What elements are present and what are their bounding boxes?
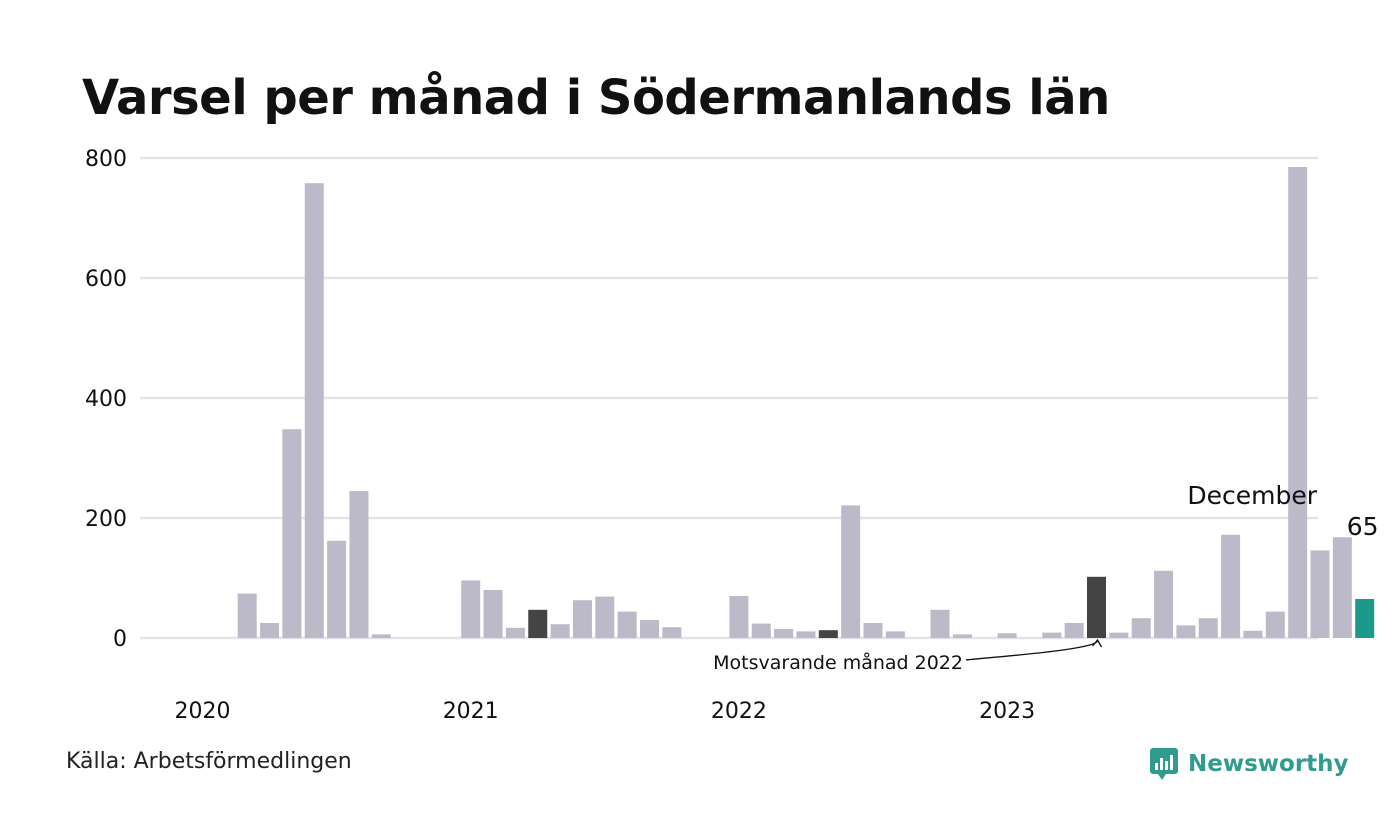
bar xyxy=(1221,534,1241,638)
bar xyxy=(1265,611,1285,638)
x-axis-year-labels: 2020 2021 2022 2023 xyxy=(175,699,1036,724)
bar xyxy=(349,491,369,638)
bar xyxy=(237,593,257,638)
y-tick-label: 400 xyxy=(85,387,127,412)
y-axis-ticks: 0 200 400 600 800 xyxy=(85,147,127,652)
bar xyxy=(1332,537,1352,638)
chart-title: Varsel per månad i Södermanlands län xyxy=(82,70,1110,126)
bar xyxy=(1198,618,1218,638)
bar xyxy=(796,631,816,638)
comparison-annotation-label: Motsvarande månad 2022 xyxy=(713,651,963,674)
annotations: December 65 Motsvarande månad 2022 xyxy=(713,481,1378,674)
bar xyxy=(1064,623,1084,638)
source-note: Källa: Arbetsförmedlingen xyxy=(66,749,352,774)
y-tick-label: 600 xyxy=(85,267,127,292)
bar xyxy=(1176,625,1196,638)
bar xyxy=(751,623,771,638)
bar xyxy=(1042,632,1062,638)
bar xyxy=(572,600,592,638)
bar xyxy=(1131,618,1151,638)
bar xyxy=(371,634,391,638)
bar xyxy=(640,620,659,638)
bar xyxy=(304,183,324,638)
bar xyxy=(1288,167,1308,638)
bar xyxy=(617,611,637,638)
annotation-arrow xyxy=(965,639,1099,661)
bar xyxy=(1109,632,1129,638)
bar-comparison xyxy=(528,609,548,638)
y-tick-label: 800 xyxy=(85,147,127,172)
bar xyxy=(483,590,503,638)
highlight-value-label: 65 xyxy=(1347,512,1379,541)
x-tick-label: 2022 xyxy=(711,699,767,724)
bar xyxy=(1310,550,1330,638)
bar xyxy=(729,596,749,638)
bar xyxy=(282,429,302,638)
bar xyxy=(930,609,950,638)
bar xyxy=(550,624,570,638)
bar xyxy=(1243,630,1263,638)
x-tick-label: 2023 xyxy=(979,699,1035,724)
bar xyxy=(997,633,1017,638)
brand-name: Newsworthy xyxy=(1188,751,1349,777)
brand-logo: Newsworthy xyxy=(1148,744,1349,784)
bar xyxy=(461,580,481,638)
bars xyxy=(237,167,1375,638)
bar xyxy=(505,627,525,638)
bar-comparison xyxy=(1087,576,1106,638)
bar-chart: 0 200 400 600 800 2020 2021 2022 2023 December 6… xyxy=(85,147,1379,724)
x-tick-label: 2020 xyxy=(175,699,231,724)
annotation-arrowhead xyxy=(1092,638,1103,648)
bar xyxy=(774,629,794,638)
bar xyxy=(885,631,905,638)
bar xyxy=(327,540,347,638)
bar xyxy=(260,623,280,638)
bar xyxy=(952,634,972,638)
newsworthy-logo-icon xyxy=(1150,748,1178,780)
highlight-month-label: December xyxy=(1187,481,1317,510)
bar xyxy=(1154,570,1174,638)
bar xyxy=(595,596,615,638)
y-tick-label: 200 xyxy=(85,507,127,532)
bar-comparison xyxy=(818,630,838,638)
bar xyxy=(841,505,861,638)
bar xyxy=(662,627,682,638)
bar xyxy=(863,623,883,638)
y-tick-label: 0 xyxy=(113,627,127,652)
x-tick-label: 2021 xyxy=(443,699,499,724)
bar-highlight xyxy=(1355,599,1375,638)
